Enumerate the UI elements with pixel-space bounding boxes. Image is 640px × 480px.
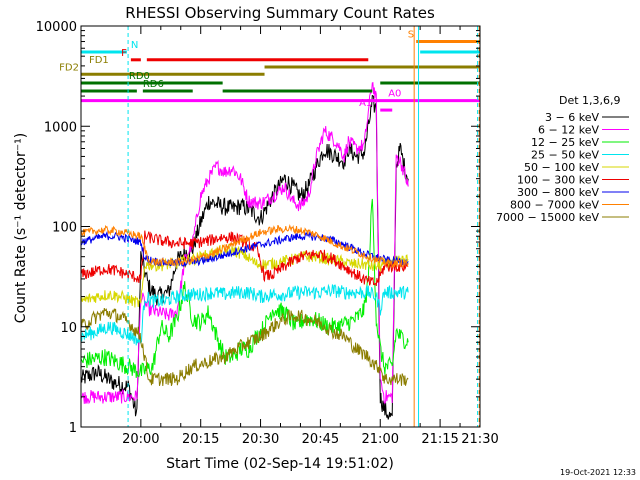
legend-entry-label: 800 − 7000 keV — [510, 199, 599, 212]
series-layer — [80, 82, 409, 420]
x-axis-label: Start Time (02-Sep-14 19:51:02) — [166, 456, 394, 472]
flag-label: S — [408, 30, 414, 41]
flag-label: RD6 — [143, 79, 164, 90]
flag-label: A1 — [359, 98, 372, 109]
flag-label: RD0 — [129, 71, 150, 82]
y-axis-label: Count Rate (s⁻¹ detector⁻¹) — [13, 133, 29, 323]
series-line-4 — [80, 243, 409, 308]
legend-entry-label: 6 − 12 keV — [538, 124, 599, 137]
flag-label: N — [131, 40, 138, 51]
series-line-1 — [80, 82, 409, 405]
series-line-0 — [80, 95, 409, 420]
legend-entry-label: 12 − 25 keV — [531, 136, 599, 149]
y-tick-label: 10000 — [36, 20, 77, 35]
flag-label: A0 — [388, 89, 401, 100]
chart-title: RHESSI Observing Summary Count Rates — [125, 4, 435, 22]
axes-layer: 20:00 20:15 20:30 20:45 21:00 21:15 21:30 1 10 10… — [36, 20, 499, 447]
legend-entry-label: 7000 − 15000 keV — [496, 211, 599, 224]
flag-label: F — [121, 48, 127, 59]
y-tick-label: 1000 — [44, 120, 77, 135]
y-tick-label: 1 — [69, 421, 77, 436]
y-tick-label: 100 — [52, 221, 77, 236]
flag-label: FD2 — [59, 62, 79, 73]
legend-title: Det 1,3,6,9 — [559, 94, 621, 107]
x-tick-label: 20:30 — [242, 432, 279, 447]
generated-timestamp: 19-Oct-2021 12:33 — [560, 468, 636, 477]
legend-entry-label: 25 − 50 keV — [531, 149, 599, 162]
series-line-2 — [80, 198, 409, 378]
vlines-layer — [127, 26, 480, 427]
x-tick-label: 21:15 — [421, 432, 458, 447]
series-line-7 — [80, 223, 409, 268]
x-tick-label: 21:00 — [362, 432, 399, 447]
series-line-6 — [80, 230, 409, 268]
legend-entry-label: 3 − 6 keV — [545, 111, 599, 124]
legend-entry-label: 50 − 100 keV — [524, 161, 599, 174]
flag-label: FD1 — [89, 55, 109, 66]
x-tick-label: 20:00 — [122, 432, 159, 447]
legend-entry-label: 300 − 800 keV — [517, 186, 599, 199]
x-tick-label: 21:30 — [461, 432, 498, 447]
y-tick-label: 10 — [60, 321, 77, 336]
x-tick-label: 20:45 — [302, 432, 339, 447]
x-tick-label: 20:15 — [182, 432, 219, 447]
series-line-8 — [80, 307, 409, 387]
legend-entry-label: 100 − 300 keV — [517, 174, 599, 187]
